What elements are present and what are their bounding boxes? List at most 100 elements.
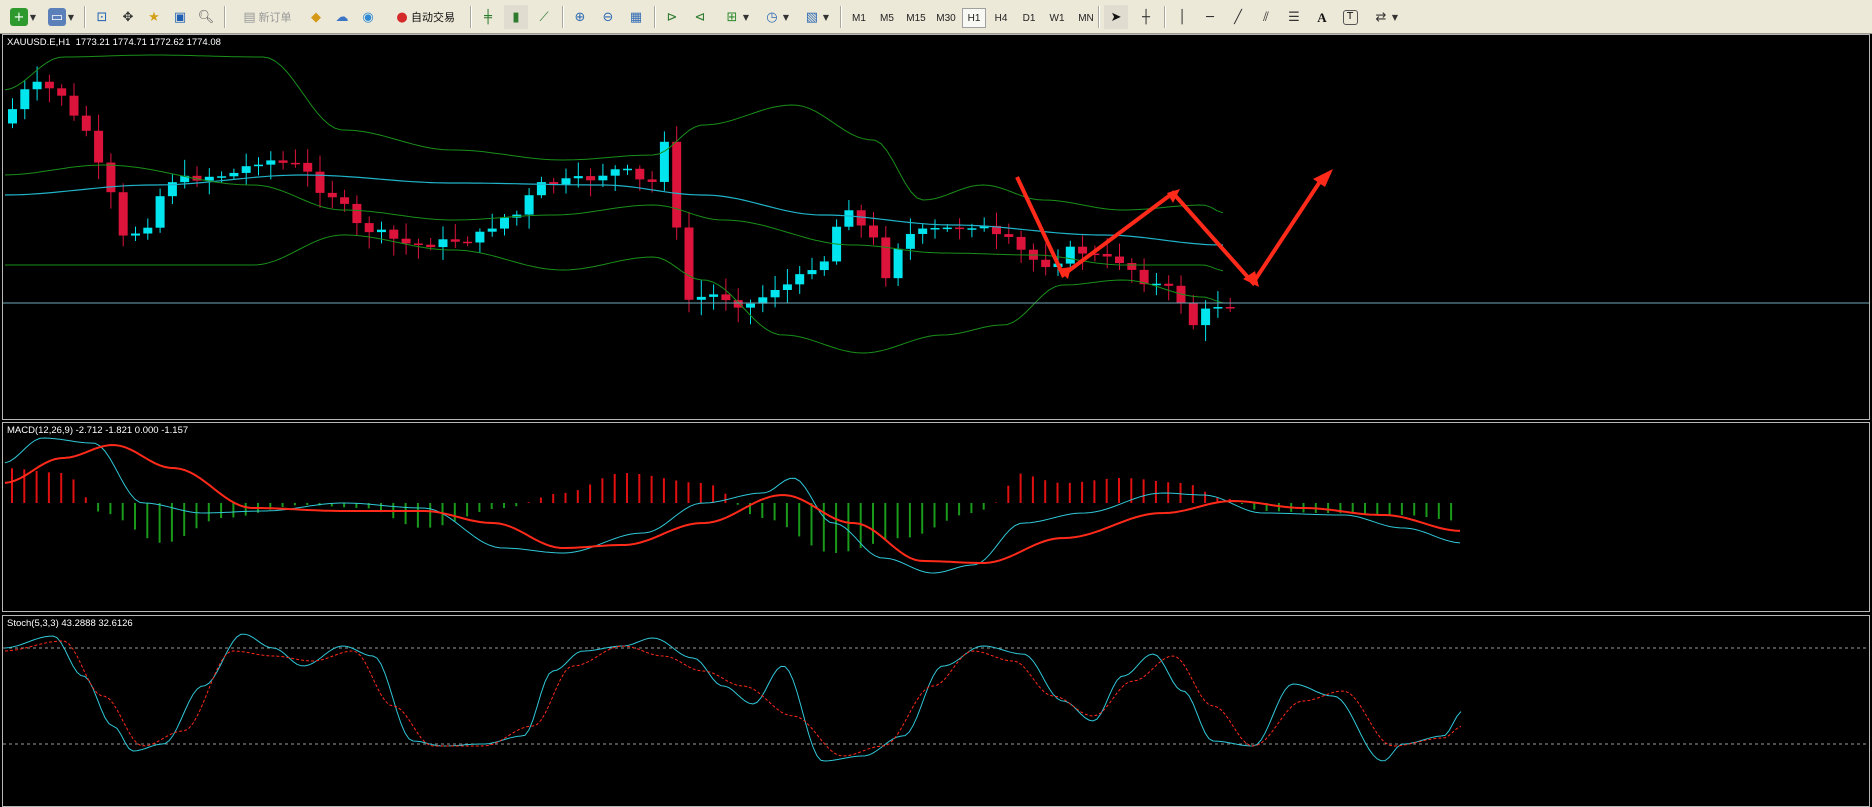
bearish-candle: [463, 241, 473, 244]
cursor-arrow-icon: ➤: [1110, 9, 1122, 25]
auto-scroll-button[interactable]: ⊳: [660, 5, 684, 29]
new-chart-button[interactable]: + ▼: [6, 5, 40, 29]
star-folder-icon: ★: [148, 9, 160, 25]
timeframe-m1-button[interactable]: M1: [852, 12, 866, 24]
timeframe-m30-button[interactable]: M30: [936, 12, 956, 24]
zoom-out-button[interactable]: ⊖: [596, 5, 620, 29]
horizontal-line-icon: ─: [1206, 9, 1214, 25]
text-tool-button[interactable]: A: [1310, 5, 1334, 29]
timeframe-w1-button[interactable]: W1: [1049, 12, 1065, 24]
moving-average-line: [4, 174, 1224, 246]
price-chart-panel[interactable]: XAUUSD.E,H1 1773.21 1774.71 1772.62 1774…: [2, 34, 1870, 420]
metaeditor-button[interactable]: ◆: [304, 5, 328, 29]
bearish-candle: [549, 182, 559, 185]
bullish-candle: [131, 233, 140, 236]
bearish-candle: [278, 160, 288, 163]
signals-button[interactable]: ☁: [330, 5, 354, 29]
profiles-button[interactable]: ▭ ▼: [44, 5, 78, 29]
bullish-candle: [1065, 246, 1075, 264]
navigator-button[interactable]: ★: [142, 5, 166, 29]
timeframe-m5-button[interactable]: M5: [880, 12, 894, 24]
chart-shift-button[interactable]: ⊲: [688, 5, 712, 29]
arrows-tool-button[interactable]: ⇄ ▼: [1368, 5, 1402, 29]
bearish-candle: [303, 162, 313, 172]
new-order-button[interactable]: ▤ 新订单: [230, 5, 302, 29]
market-watch-button[interactable]: ⊡: [90, 5, 114, 29]
candlestick-chart-button[interactable]: ▮: [504, 5, 528, 29]
bullish-candle: [143, 227, 153, 234]
line-chart-button[interactable]: ⟋: [532, 5, 556, 29]
macd-canvas[interactable]: [3, 423, 1869, 611]
bullish-candle: [844, 210, 854, 227]
bullish-candle: [942, 227, 952, 230]
bullish-candle: [155, 196, 165, 228]
bearish-candle: [1188, 303, 1198, 326]
bearish-candle: [118, 192, 128, 236]
bearish-candle: [1016, 236, 1026, 250]
bullish-candle: [377, 229, 386, 233]
profiles-icon: ▭: [47, 8, 66, 26]
bullish-candle: [758, 297, 768, 304]
terminal-button[interactable]: ▣: [168, 5, 192, 29]
horizontal-line-button[interactable]: ─: [1198, 5, 1222, 29]
bearish-candle: [364, 223, 374, 233]
bullish-candle: [254, 164, 263, 167]
fibonacci-button[interactable]: ☰: [1282, 5, 1306, 29]
timeframe-h4-button[interactable]: H4: [994, 12, 1008, 24]
auto-trade-button[interactable]: ● 自动交易: [386, 5, 462, 29]
templates-button[interactable]: ▧ ▼: [798, 5, 834, 29]
price-chart-canvas[interactable]: [3, 35, 1869, 419]
stochastic-canvas[interactable]: [3, 616, 1869, 806]
data-window-button[interactable]: ✥: [116, 5, 140, 29]
bearish-candle: [44, 81, 54, 89]
signals-icon: ☁: [335, 9, 349, 25]
bar-chart-button[interactable]: ╪: [476, 5, 500, 29]
tile-windows-button[interactable]: ▦: [624, 5, 648, 29]
bullish-candle: [180, 175, 190, 183]
bullish-candle: [573, 176, 583, 179]
bearish-candle: [1139, 269, 1149, 285]
bullish-candle: [893, 248, 903, 279]
arrows-icon: ⇄: [1375, 9, 1387, 25]
bullish-candle: [8, 109, 17, 124]
indicators-button[interactable]: ⊞ ▼: [718, 5, 754, 29]
text-label-button[interactable]: T: [1338, 5, 1362, 29]
terminal-window-icon: ▣: [173, 9, 187, 25]
timeframe-d1-button[interactable]: D1: [1022, 12, 1036, 24]
timeframe-m15-button[interactable]: M15: [906, 12, 926, 24]
bearish-candle: [69, 95, 79, 116]
macd-panel[interactable]: MACD(12,26,9) -2.712 -1.821 0.000 -1.157: [2, 422, 1870, 612]
timeframe-h1-button[interactable]: H1: [962, 8, 986, 28]
bearish-candle: [1176, 285, 1186, 304]
new-chart-icon: +: [9, 8, 28, 26]
periods-button[interactable]: ◷ ▼: [758, 5, 794, 29]
text-label-icon: T: [1342, 9, 1358, 25]
annotation-arrowhead: [1057, 267, 1071, 279]
market-watch-icon: ⊡: [96, 9, 108, 25]
bearish-candle: [586, 176, 596, 181]
strategy-tester-button[interactable]: 🔍︎: [194, 5, 218, 29]
bullish-candle: [770, 289, 780, 298]
bullish-candle: [475, 231, 485, 243]
market-button[interactable]: ◉: [356, 5, 380, 29]
bearish-candle: [733, 300, 743, 308]
bullish-candle: [905, 233, 915, 249]
bearish-candle: [1164, 283, 1174, 286]
bearish-candle: [672, 141, 682, 228]
crosshair-tool-button[interactable]: ┼: [1134, 5, 1158, 29]
equidistant-channel-button[interactable]: ⫽: [1254, 5, 1278, 29]
cursor-tool-button[interactable]: ➤: [1104, 5, 1128, 29]
trendline-button[interactable]: ╱: [1226, 5, 1250, 29]
bullish-candle: [20, 89, 30, 110]
bullish-candle: [561, 178, 571, 185]
zoom-in-button[interactable]: ⊕: [568, 5, 592, 29]
timeframe-mn-button[interactable]: MN: [1078, 12, 1094, 24]
new-order-icon: ▤: [243, 9, 256, 25]
stochastic-main-line: [4, 633, 1462, 762]
templates-icon: ▧: [805, 9, 819, 25]
vertical-line-button[interactable]: │: [1170, 5, 1194, 29]
trendline-icon: ╱: [1234, 9, 1242, 25]
bullish-candle: [217, 176, 227, 178]
bollinger-upper-band: [4, 54, 1224, 214]
stochastic-panel[interactable]: Stoch(5,3,3) 43.2888 32.6126: [2, 615, 1870, 807]
